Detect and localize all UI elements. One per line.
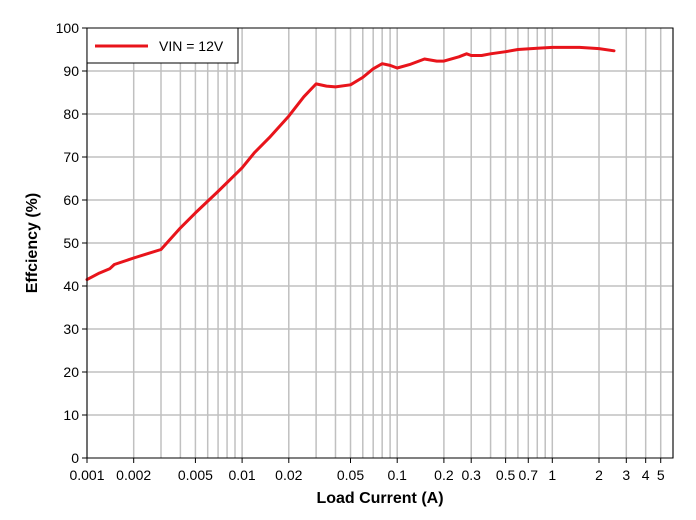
series-line — [85, 45, 616, 282]
y-tick-label: 40 — [63, 278, 79, 294]
y-tick-label: 0 — [71, 450, 79, 466]
x-tick-label: 3 — [622, 467, 630, 483]
x-tick-label: 1 — [548, 467, 556, 483]
y-tick-label: 10 — [63, 407, 79, 423]
axis-ticks: 0 10 20 30 40 50 60 70 80 90 100 0.001 0.002 0.005 0.0… — [56, 20, 665, 483]
y-tick-label: 90 — [63, 63, 79, 79]
y-tick-label: 50 — [63, 235, 79, 251]
legend: VIN = 12V — [86, 27, 239, 64]
x-tick-label: 0.5 — [496, 467, 516, 483]
x-tick-label: 0.2 — [434, 467, 454, 483]
x-tick-label: 0.7 — [519, 467, 539, 483]
grid — [86, 28, 674, 458]
y-tick-label: 30 — [63, 321, 79, 337]
x-tick-label: 0.05 — [337, 467, 364, 483]
y-tick-label: 60 — [63, 192, 79, 208]
series-lines — [85, 45, 616, 282]
x-tick-label: 0.005 — [178, 467, 213, 483]
x-tick-label: 0.1 — [387, 467, 407, 483]
x-axis-title: Load Current (A) — [316, 490, 443, 507]
legend-label: VIN = 12V — [159, 38, 224, 54]
y-tick-label: 80 — [63, 106, 79, 122]
x-tick-label: 2 — [595, 467, 603, 483]
x-tick-label: 0.02 — [275, 467, 302, 483]
x-tick-label: 4 — [642, 467, 650, 483]
x-tick-label: 0.01 — [228, 467, 255, 483]
y-tick-label: 20 — [63, 364, 79, 380]
x-tick-label: 0.002 — [116, 467, 151, 483]
y-tick-label: 100 — [56, 20, 80, 36]
x-tick-label: 0.3 — [461, 467, 481, 483]
x-tick-label: 5 — [657, 467, 665, 483]
y-tick-label: 70 — [63, 149, 79, 165]
x-tick-label: 0.001 — [69, 467, 104, 483]
y-axis-title: Effciency (%) — [24, 193, 41, 293]
